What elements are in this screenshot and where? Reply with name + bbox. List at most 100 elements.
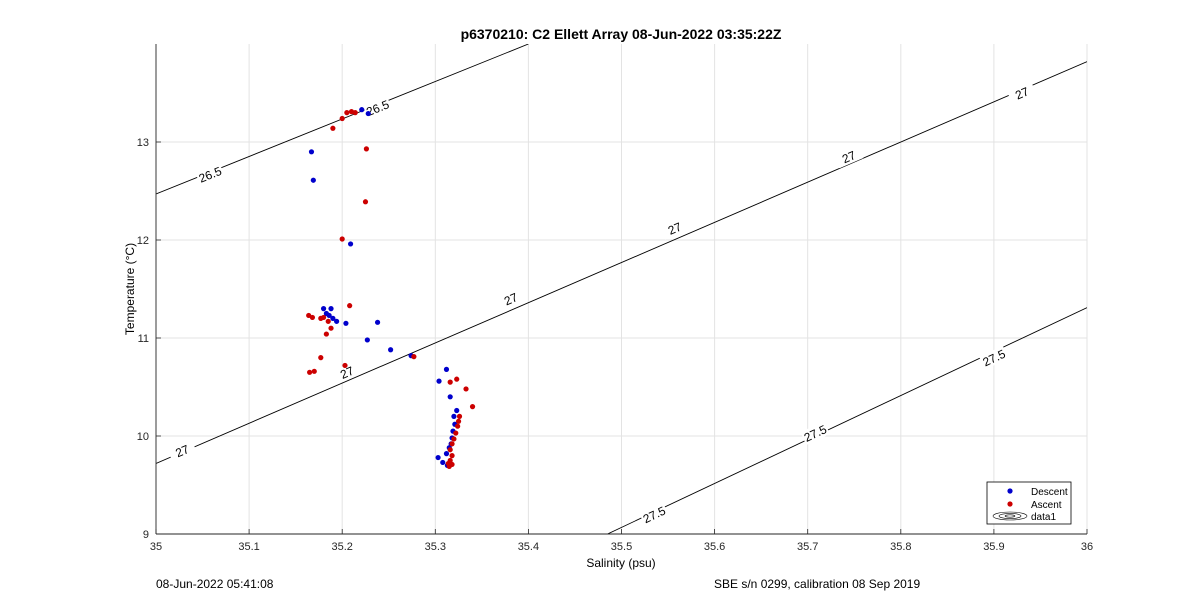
legend-label-descent: Descent xyxy=(1031,487,1068,498)
data-point-descent xyxy=(310,177,316,183)
data-point-ascent xyxy=(330,125,336,131)
data-point-ascent xyxy=(453,430,459,436)
data-point-ascent xyxy=(311,368,317,374)
data-point-ascent xyxy=(325,318,331,324)
legend-box xyxy=(986,481,1072,525)
density-contour-label: 27.5 xyxy=(639,502,669,527)
contour-label-text: 27 xyxy=(666,220,684,238)
contour-label-background xyxy=(195,162,225,186)
data-point-ascent xyxy=(339,115,345,122)
x-tick-label: 35.3 xyxy=(425,541,446,553)
data-point-ascent xyxy=(342,362,348,369)
density-contour-label: 26.5 xyxy=(195,162,225,186)
data-point-ascent xyxy=(307,369,313,375)
data-point-descent xyxy=(436,378,442,384)
data-point-ascent xyxy=(447,379,453,385)
data-point-ascent xyxy=(363,146,370,152)
x-tick-label: 35.9 xyxy=(983,541,1004,553)
legend-contour-icon xyxy=(992,511,1028,521)
contour-label-background xyxy=(639,502,669,527)
legend-marker-descent xyxy=(1007,488,1013,494)
x-tick-label: 35.6 xyxy=(704,541,725,553)
data-point-ascent xyxy=(344,110,350,116)
chart-title: p6370210: C2 Ellett Array 08-Jun-2022 03… xyxy=(461,26,782,42)
contour-label-background xyxy=(979,345,1009,370)
y-tick-label: 11 xyxy=(138,333,149,345)
density-contour-label: 27 xyxy=(167,439,197,463)
contour-label-text: 27 xyxy=(173,442,191,460)
density-contour-label: 27 xyxy=(1007,81,1037,105)
legend-label-ascent: Ascent xyxy=(1031,500,1062,511)
data-point-descent xyxy=(326,312,332,319)
data-point-ascent xyxy=(323,331,329,337)
data-point-descent xyxy=(330,315,336,321)
data-point-descent xyxy=(334,318,340,324)
y-tick-label: 12 xyxy=(137,235,149,247)
data-point-descent xyxy=(447,394,453,400)
data-point-descent xyxy=(374,319,381,325)
data-point-ascent xyxy=(309,314,316,321)
density-contour-line xyxy=(156,61,1087,464)
density-contour-label: 26.5 xyxy=(362,96,393,120)
data-point-ascent xyxy=(449,453,455,459)
contour-label-background xyxy=(332,360,362,384)
data-point-ascent xyxy=(456,413,463,419)
density-contour-label: 27 xyxy=(332,360,362,384)
data-point-descent xyxy=(451,413,457,419)
x-tick-label: 36 xyxy=(1081,541,1093,553)
x-tick-label: 35.8 xyxy=(890,541,911,553)
data-point-ascent xyxy=(411,354,417,360)
density-contour-line xyxy=(607,307,1087,534)
contour-label-background xyxy=(659,216,690,240)
contour-label-text: 27 xyxy=(502,290,520,308)
x-tick-label: 35.5 xyxy=(611,541,632,553)
x-tick-label: 35.2 xyxy=(331,541,352,553)
data-point-ascent xyxy=(463,386,469,392)
data-point-ascent xyxy=(451,436,457,442)
data-point-ascent xyxy=(362,199,369,205)
contour-label-background xyxy=(833,145,864,169)
data-point-descent xyxy=(359,107,365,113)
data-point-descent xyxy=(320,306,327,312)
data-point-descent xyxy=(443,366,450,372)
data-point-ascent xyxy=(455,423,461,429)
contour-label-background xyxy=(167,439,197,463)
data-point-ascent xyxy=(352,110,358,116)
data-point-descent xyxy=(388,347,394,353)
data-point-descent xyxy=(364,337,370,343)
contour-label-text: 27 xyxy=(338,364,356,382)
y-tick-label: 13 xyxy=(137,137,149,149)
data-point-descent xyxy=(343,320,349,326)
legend-label-data1: data1 xyxy=(1031,512,1056,523)
data-point-descent xyxy=(308,149,315,155)
data-point-descent xyxy=(328,306,334,312)
y-tick-label: 9 xyxy=(143,529,149,541)
x-tick-label: 35.1 xyxy=(238,541,259,553)
legend-marker-ascent xyxy=(1007,501,1013,507)
x-tick-label: 35 xyxy=(150,541,162,553)
axes xyxy=(155,44,1088,535)
data-point-ascent xyxy=(449,461,455,468)
tick-labels: 35 35.1 35.2 35.3 35.4 35.5 35.6 35.7 35.8 35.9 36… xyxy=(137,137,1093,553)
data-point-descent xyxy=(347,241,354,247)
data-point-descent xyxy=(454,407,460,414)
data-point-ascent xyxy=(455,418,462,424)
legend: Descent Ascent data1 xyxy=(986,481,1072,525)
contour-label-background xyxy=(1007,81,1037,105)
data-point-descent xyxy=(435,454,441,461)
density-contour-label: 27.5 xyxy=(800,421,830,445)
y-axis-label: Temperature (°C) xyxy=(123,243,137,335)
data-point-ascent xyxy=(449,441,455,447)
contour-label-background xyxy=(496,287,526,311)
data-point-descent xyxy=(365,110,371,117)
data-point-ascent xyxy=(339,236,345,242)
x-axis-label: Salinity (psu) xyxy=(586,556,655,570)
footer-calibration: SBE s/n 0299, calibration 08 Sep 2019 xyxy=(714,577,921,591)
density-contour-label: 27 xyxy=(496,287,526,311)
data-point-ascent xyxy=(447,447,453,453)
data-points xyxy=(306,107,476,469)
data-point-ascent xyxy=(328,325,334,331)
data-point-descent xyxy=(440,459,446,466)
